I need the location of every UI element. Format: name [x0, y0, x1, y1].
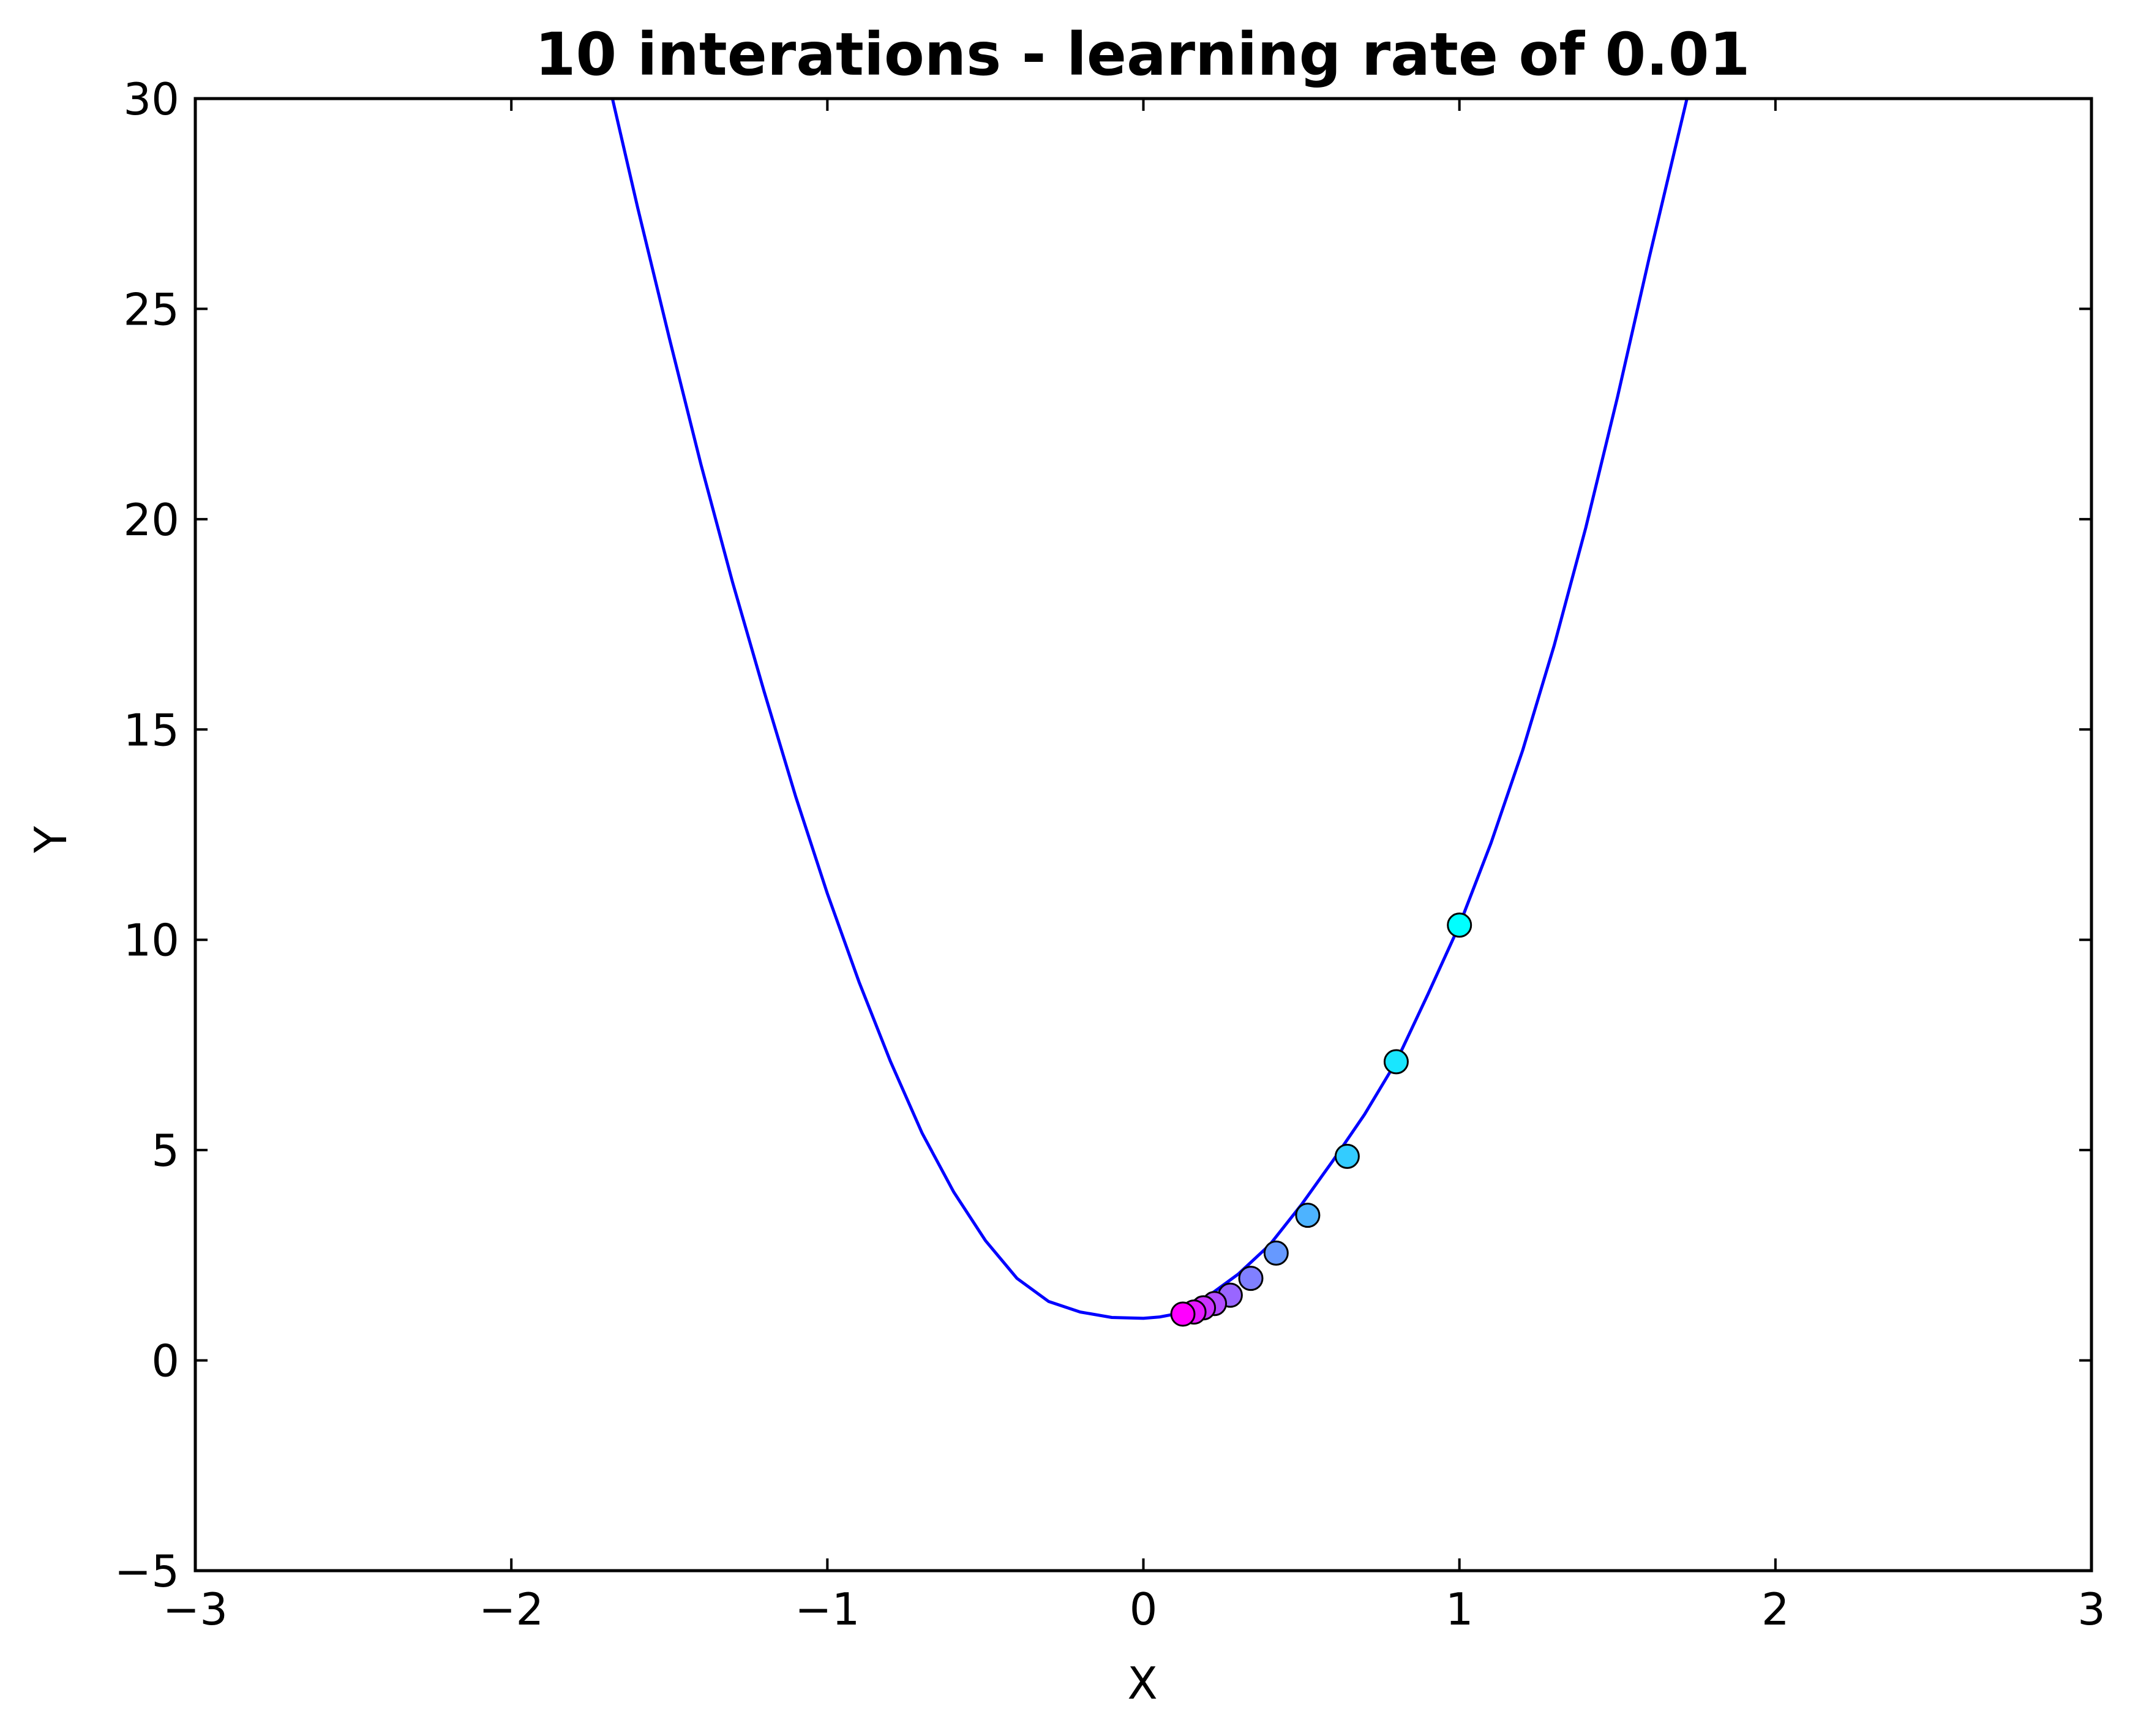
x-tick-label: 2	[1761, 1584, 1790, 1635]
iteration-point	[1170, 1301, 1196, 1327]
x-tick-label: 3	[2077, 1584, 2106, 1635]
iteration-point	[1263, 1240, 1289, 1266]
plot-area: −3 −2 −1 0 1 2 3 −5 0 5 10 15 20 25 30	[114, 73, 2106, 1635]
function-curve	[610, 99, 1689, 1320]
y-tick-label: 20	[123, 494, 179, 546]
iteration-point	[1334, 1143, 1360, 1169]
y-tick-label: 0	[151, 1336, 179, 1387]
iteration-point	[1295, 1203, 1321, 1228]
x-tick-label: 0	[1130, 1584, 1158, 1635]
y-tick-label: 5	[151, 1125, 179, 1176]
axes-frame	[193, 97, 2093, 1573]
y-tick-label: 30	[123, 73, 179, 125]
iteration-point	[1383, 1049, 1409, 1075]
x-tick-label: −3	[163, 1584, 228, 1635]
y-axis-label: Y	[25, 825, 77, 854]
y-tick-label: 10	[123, 915, 179, 966]
y-tick-label: 25	[123, 284, 179, 335]
y-tick-label: 15	[123, 704, 179, 756]
y-tick-label: −5	[114, 1546, 179, 1597]
iteration-point	[1238, 1266, 1264, 1291]
x-tick-label: −2	[479, 1584, 544, 1635]
x-axis-label: X	[1127, 1658, 1157, 1709]
chart-title: 10 interations - learning rate of 0.01	[535, 20, 1750, 89]
iteration-point	[1447, 912, 1472, 938]
x-tick-label: −1	[795, 1584, 860, 1635]
x-tick-label: 1	[1446, 1584, 1474, 1635]
